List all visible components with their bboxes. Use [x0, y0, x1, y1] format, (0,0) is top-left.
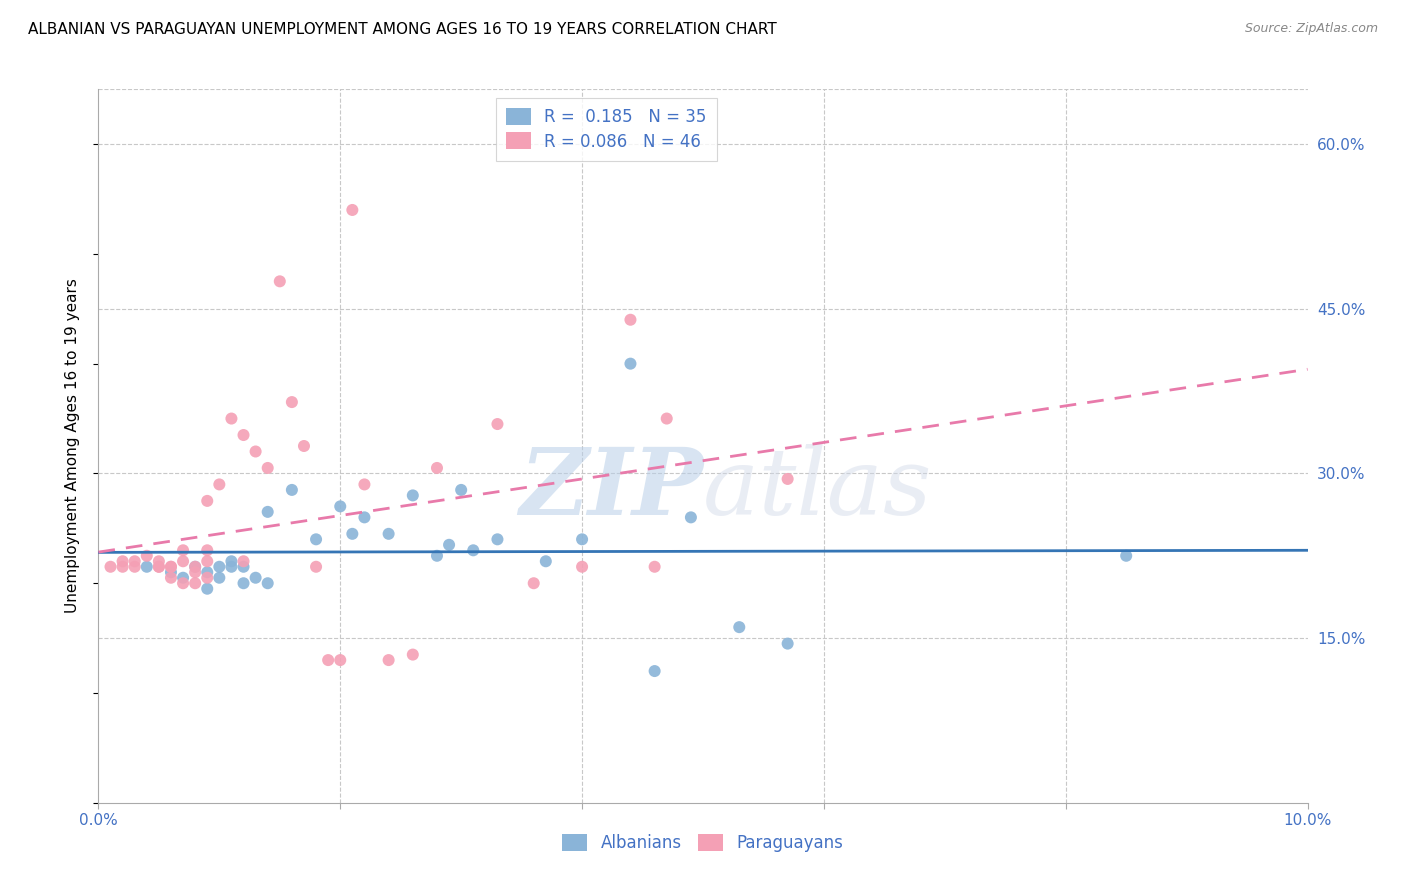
- Point: [184, 566, 207, 580]
- Point: [232, 428, 254, 442]
- Point: [148, 559, 170, 574]
- Point: [256, 461, 278, 475]
- Point: [316, 653, 339, 667]
- Point: [232, 576, 254, 591]
- Point: [160, 571, 183, 585]
- Point: [644, 664, 666, 678]
- Legend: Albanians, Paraguayans: Albanians, Paraguayans: [555, 827, 851, 859]
- Point: [172, 543, 194, 558]
- Point: [402, 488, 425, 502]
- Point: [184, 559, 207, 574]
- Point: [437, 538, 460, 552]
- Point: [256, 576, 278, 591]
- Point: [776, 637, 799, 651]
- Point: [655, 411, 678, 425]
- Point: [292, 439, 315, 453]
- Point: [195, 543, 218, 558]
- Point: [184, 576, 207, 591]
- Text: ALBANIAN VS PARAGUAYAN UNEMPLOYMENT AMONG AGES 16 TO 19 YEARS CORRELATION CHART: ALBANIAN VS PARAGUAYAN UNEMPLOYMENT AMON…: [28, 22, 778, 37]
- Point: [148, 554, 170, 568]
- Point: [619, 312, 641, 326]
- Point: [208, 559, 231, 574]
- Point: [305, 559, 328, 574]
- Point: [523, 576, 546, 591]
- Point: [377, 526, 399, 541]
- Point: [148, 559, 170, 574]
- Point: [281, 395, 304, 409]
- Point: [195, 554, 218, 568]
- Point: [329, 653, 352, 667]
- Point: [1115, 549, 1137, 563]
- Point: [135, 559, 157, 574]
- Point: [172, 554, 194, 568]
- Point: [426, 549, 449, 563]
- Point: [195, 494, 218, 508]
- Point: [208, 571, 231, 585]
- Point: [377, 653, 399, 667]
- Point: [184, 559, 207, 574]
- Point: [221, 411, 243, 425]
- Point: [776, 472, 799, 486]
- Point: [571, 559, 593, 574]
- Text: ZIP: ZIP: [519, 444, 703, 533]
- Point: [256, 505, 278, 519]
- Point: [111, 554, 134, 568]
- Point: [195, 571, 218, 585]
- Text: Source: ZipAtlas.com: Source: ZipAtlas.com: [1244, 22, 1378, 36]
- Point: [269, 274, 291, 288]
- Point: [160, 566, 183, 580]
- Point: [221, 559, 243, 574]
- Point: [329, 500, 352, 514]
- Point: [402, 648, 425, 662]
- Point: [353, 477, 375, 491]
- Point: [172, 571, 194, 585]
- Point: [571, 533, 593, 547]
- Point: [195, 566, 218, 580]
- Point: [426, 461, 449, 475]
- Point: [232, 554, 254, 568]
- Point: [353, 510, 375, 524]
- Point: [135, 549, 157, 563]
- Point: [728, 620, 751, 634]
- Point: [305, 533, 328, 547]
- Point: [172, 576, 194, 591]
- Point: [342, 526, 364, 541]
- Point: [100, 559, 122, 574]
- Point: [486, 417, 509, 431]
- Point: [534, 554, 557, 568]
- Point: [463, 543, 485, 558]
- Point: [208, 477, 231, 491]
- Point: [679, 510, 702, 524]
- Point: [111, 559, 134, 574]
- Point: [342, 202, 364, 217]
- Point: [619, 357, 641, 371]
- Point: [221, 554, 243, 568]
- Text: atlas: atlas: [703, 444, 932, 533]
- Point: [486, 533, 509, 547]
- Point: [160, 559, 183, 574]
- Y-axis label: Unemployment Among Ages 16 to 19 years: Unemployment Among Ages 16 to 19 years: [65, 278, 80, 614]
- Point: [644, 559, 666, 574]
- Point: [124, 559, 146, 574]
- Point: [160, 559, 183, 574]
- Point: [124, 554, 146, 568]
- Point: [232, 559, 254, 574]
- Point: [195, 582, 218, 596]
- Point: [281, 483, 304, 497]
- Point: [245, 571, 267, 585]
- Point: [450, 483, 472, 497]
- Point: [245, 444, 267, 458]
